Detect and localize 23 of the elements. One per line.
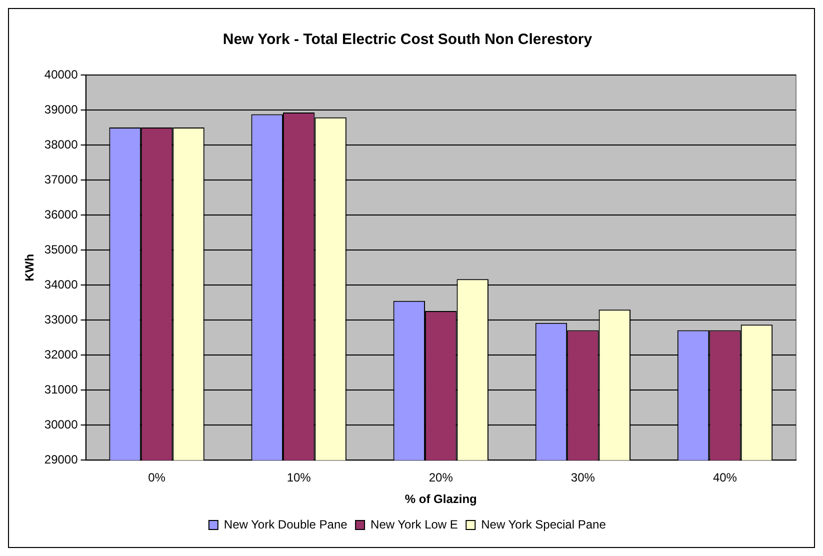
y-tick-label: 34000	[44, 277, 78, 292]
y-tick-label: 32000	[44, 347, 78, 362]
y-tick-label: 38000	[44, 137, 78, 152]
legend-label: New York Low E	[370, 517, 458, 532]
x-tick-label: 30%	[570, 470, 596, 485]
y-tick-label: 29000	[44, 452, 78, 467]
legend-label: New York Double Pane	[224, 517, 348, 532]
y-tick-label: 40000	[44, 67, 78, 82]
legend-label: New York Special Pane	[481, 517, 606, 532]
x-tick-label: 20%	[428, 470, 454, 485]
y-tick-label: 33000	[44, 312, 78, 326]
y-axis-title: KWh	[22, 254, 37, 282]
y-tick-label: 31000	[44, 382, 78, 396]
y-tick-label: 35000	[44, 242, 78, 256]
x-axis-title: % of Glazing	[404, 492, 477, 506]
x-tick-label: 40%	[712, 470, 738, 485]
x-tick-label: 0%	[148, 470, 166, 485]
x-tick-label: 10%	[286, 470, 312, 485]
y-tick-label: 30000	[44, 417, 78, 432]
chart-title: New York - Total Electric Cost South Non Clerestory	[222, 31, 593, 48]
y-tick-label: 36000	[44, 207, 78, 222]
y-tick-label: 37000	[44, 172, 78, 186]
y-tick-label: 39000	[44, 102, 78, 116]
